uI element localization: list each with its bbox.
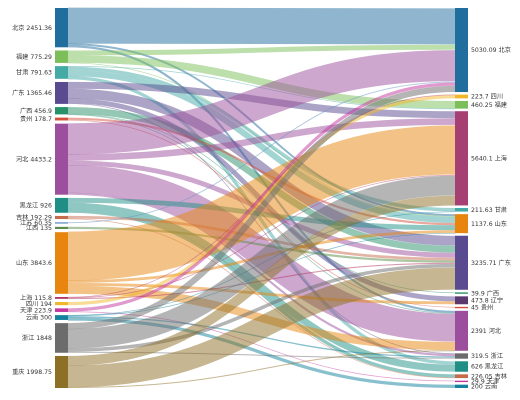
source-label-jiangsu: 江苏 60.35 — [20, 219, 52, 227]
target-node-guangdong — [455, 235, 468, 290]
source-node-chongqing — [55, 355, 68, 388]
source-node-guangdong — [55, 81, 68, 104]
target-label-gansu: 211.63 甘肃 — [471, 206, 507, 214]
target-node-heilongjiang — [455, 361, 468, 372]
target-node-beijing — [455, 8, 468, 93]
flow-link-beijing-to-beijing — [67, 7, 456, 45]
source-node-shandong — [55, 232, 68, 294]
source-node-heilongjiang — [55, 197, 68, 213]
target-node-liaoning — [455, 296, 468, 305]
flow-link-tianjin-to-beijing — [67, 82, 456, 312]
target-node-fujian — [455, 100, 468, 109]
target-label-guizhou: 45 贵州 — [471, 304, 493, 312]
target-node-guangxi — [455, 292, 468, 294]
target-node-guizhou — [455, 306, 468, 309]
flow-link-chongqing-to-shanghai — [67, 195, 456, 366]
target-label-liaoning: 473.8 辽宁 — [471, 297, 503, 305]
source-label-hebei: 河北 4433.2 — [16, 155, 52, 163]
source-node-beijing — [55, 8, 68, 48]
source-label-jiangxi: 江西 135 — [26, 225, 52, 232]
flow-link-jilin-to-guangdong — [67, 215, 456, 261]
flow-link-zhejiang-to-beijing — [67, 85, 456, 330]
source-node-guizhou — [55, 117, 68, 121]
source-node-yunnan — [55, 315, 68, 320]
source-label-chongqing: 重庆 1998.75 — [12, 368, 52, 376]
flow-link-zhejiang-to-guangdong — [67, 263, 456, 352]
target-label-heilongjiang: 626 黑龙江 — [471, 363, 503, 371]
flow-link-chongqing-to-hebei — [67, 350, 456, 389]
source-node-jiangxi — [55, 226, 68, 229]
target-label-tianjin: 29.9 天津 — [471, 378, 499, 386]
source-label-heilongjiang: 黑龙江 926 — [20, 202, 52, 210]
source-label-tianjin: 天津 223.9 — [20, 306, 52, 314]
target-label-yunnan: 200 云南 — [471, 383, 497, 391]
source-label-gansu: 甘肃 791.63 — [16, 69, 52, 77]
source-label-jilin: 吉林 192.29 — [16, 214, 52, 222]
target-label-fujian: 460.25 福建 — [471, 101, 507, 109]
flow-link-hebei-to-beijing — [67, 50, 456, 155]
source-label-sichuan: 四川 194 — [26, 301, 52, 308]
source-label-beijing: 北京 2451.36 — [12, 24, 52, 32]
target-node-shanghai — [455, 111, 468, 206]
source-label-zhejiang: 浙江 1848 — [22, 334, 52, 342]
target-node-zhejiang — [455, 353, 468, 359]
source-node-guangxi — [55, 107, 68, 115]
flow-link-guangdong-to-guangdong — [67, 88, 456, 246]
source-node-jiangsu — [55, 222, 68, 224]
source-label-guizhou: 贵州 178.7 — [20, 115, 52, 123]
target-label-hebei: 2391 河北 — [471, 327, 502, 335]
source-node-shanghai — [55, 296, 68, 299]
target-label-guangdong: 3235.71 广东 — [471, 259, 511, 267]
source-label-fujian: 福建 775.29 — [16, 53, 52, 61]
flow-link-shandong-to-liaoning — [67, 282, 456, 305]
target-node-gansu — [455, 208, 468, 212]
target-node-jilin — [455, 374, 468, 379]
flow-link-jiangsu-to-beijing — [67, 81, 456, 224]
source-node-sichuan — [55, 302, 68, 306]
source-label-shandong: 山东 3843.6 — [16, 259, 52, 267]
source-node-fujian — [55, 50, 68, 63]
source-node-zhejiang — [55, 323, 68, 353]
source-node-gansu — [55, 66, 68, 79]
flow-link-sichuan-to-sichuan — [67, 95, 456, 306]
source-node-jilin — [55, 215, 68, 220]
target-label-shandong: 1137.6 山东 — [471, 220, 507, 228]
links-layer — [67, 7, 456, 389]
target-node-hebei — [455, 310, 468, 351]
flow-link-fujian-to-beijing — [67, 44, 456, 56]
nodes-layer — [55, 8, 468, 388]
target-label-shanghai: 5640.1 上海 — [471, 155, 507, 163]
flow-link-zhejiang-to-shanghai — [67, 175, 456, 349]
target-label-guangxi: 39.9 广西 — [471, 289, 499, 297]
target-label-sichuan: 223.7 四川 — [471, 94, 503, 101]
target-node-tianjin — [455, 380, 468, 383]
target-label-zhejiang: 319.5 浙江 — [471, 352, 503, 360]
labels-layer: 北京 2451.36 福建 775.29 甘肃 791.63 广东 1365.46 广西… — [12, 24, 511, 391]
target-node-yunnan — [455, 384, 468, 388]
source-label-shanghai: 上海 115.8 — [20, 294, 52, 302]
target-label-beijing: 5030.09 北京 — [471, 46, 511, 54]
source-label-yunnan: 云南 300 — [26, 314, 52, 322]
flow-link-chongqing-to-guangdong — [67, 267, 456, 388]
target-label-jilin: 226.05 吉林 — [471, 372, 507, 380]
source-node-tianjin — [55, 308, 68, 312]
target-node-sichuan — [455, 94, 468, 99]
source-node-hebei — [55, 123, 68, 195]
target-node-shandong — [455, 214, 468, 234]
source-label-guangxi: 广西 456.9 — [20, 107, 52, 115]
flow-link-hebei-to-shanghai — [67, 118, 456, 161]
source-label-guangdong: 广东 1365.46 — [12, 89, 52, 97]
